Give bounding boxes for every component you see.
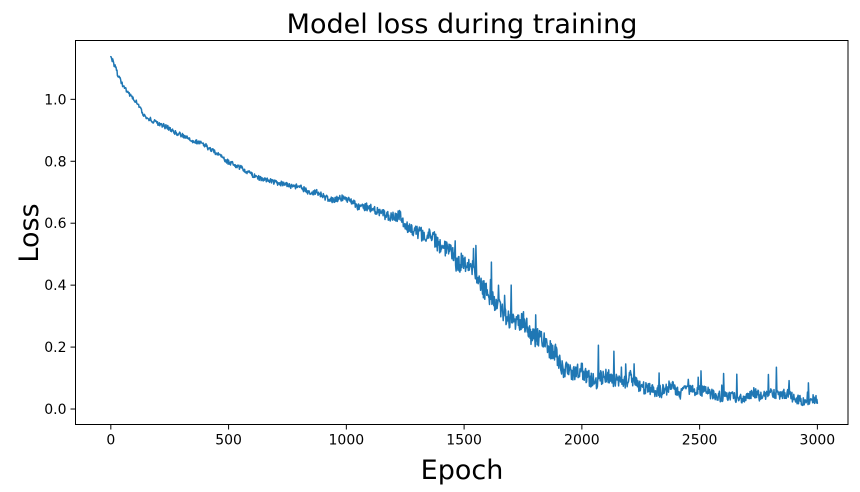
y-tick-label: 0.0 <box>44 402 66 418</box>
y-tick-label: 0.8 <box>44 154 66 170</box>
y-tick-label: 0.4 <box>44 278 66 294</box>
plot-title: Model loss during training <box>287 9 638 40</box>
x-tick-label: 1500 <box>446 433 482 449</box>
y-axis-label: Loss <box>14 203 45 262</box>
x-tick-label: 2500 <box>682 433 718 449</box>
y-tick-label: 1.0 <box>44 92 66 108</box>
y-tick-label: 0.2 <box>44 340 66 356</box>
x-tick-label: 3000 <box>800 433 836 449</box>
x-axis-label: Epoch <box>421 455 504 486</box>
plot-frame <box>75 40 849 425</box>
y-axis-ticks: 0.0 0.2 0.4 0.6 0.8 1.0 <box>44 92 76 418</box>
x-axis-ticks: 0 500 1000 1500 2000 2500 3000 <box>106 424 836 449</box>
training-loss-curve <box>110 55 819 407</box>
x-tick-label: 0 <box>106 433 115 449</box>
x-tick-label: 1000 <box>329 433 365 449</box>
y-tick-label: 0.6 <box>44 216 66 232</box>
x-tick-label: 2000 <box>564 433 600 449</box>
x-tick-label: 500 <box>215 433 242 449</box>
